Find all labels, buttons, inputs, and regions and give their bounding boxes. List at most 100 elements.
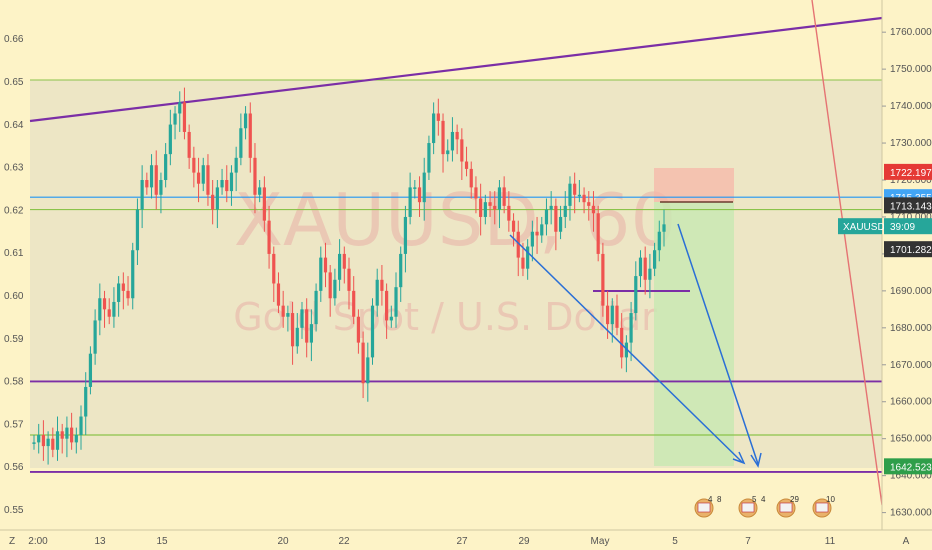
candle-body bbox=[488, 202, 492, 206]
candle-body bbox=[596, 213, 600, 254]
projection-arrow-2[interactable] bbox=[677, 223, 759, 465]
candle-body bbox=[554, 205, 558, 232]
upper-trendline[interactable] bbox=[29, 16, 883, 123]
candle-body bbox=[366, 357, 370, 384]
time-tick-label: 5 bbox=[672, 536, 678, 547]
candle-body bbox=[149, 165, 154, 188]
candle-body bbox=[394, 287, 398, 317]
event-badge-e3[interactable]: 29 bbox=[776, 495, 799, 518]
candle-body bbox=[70, 427, 74, 443]
candle-body bbox=[328, 272, 332, 299]
candle-body bbox=[258, 187, 262, 195]
watermark-description: Gold Spot / U.S. Dollar bbox=[233, 295, 657, 339]
candle-body bbox=[460, 139, 464, 162]
price-tag-value: 39:09 bbox=[890, 222, 915, 233]
candle-body bbox=[135, 209, 140, 251]
right-tick-label: 1740.000 bbox=[890, 101, 932, 112]
time-axis-panel[interactable] bbox=[0, 530, 932, 550]
candle-body bbox=[648, 268, 652, 280]
candle-body bbox=[601, 253, 605, 306]
time-tick-label: 13 bbox=[94, 536, 106, 547]
event-count: 5 bbox=[752, 495, 757, 504]
event-badge-e4[interactable]: 10 bbox=[812, 495, 835, 518]
candle-body bbox=[385, 290, 389, 321]
candle-body bbox=[629, 313, 633, 343]
price-tag-symbol: XAUUSD bbox=[843, 222, 885, 233]
corner-right-label[interactable]: A bbox=[903, 536, 910, 547]
right-tick-label: 1690.000 bbox=[890, 286, 932, 297]
price-tag[interactable]: 1701.282 bbox=[884, 241, 932, 258]
price-tag[interactable]: XAUUSD 39:09 bbox=[838, 218, 932, 235]
candle-body bbox=[563, 205, 567, 217]
candle-body bbox=[605, 305, 610, 325]
range-fill bbox=[30, 80, 882, 468]
red-diagonal-line[interactable] bbox=[811, 0, 883, 506]
candle-body bbox=[540, 224, 544, 236]
candle-body bbox=[474, 187, 478, 199]
candle-body bbox=[399, 253, 403, 288]
candle-body bbox=[502, 187, 506, 206]
trendlines bbox=[29, 0, 883, 506]
candle-body bbox=[323, 257, 328, 273]
price-tag[interactable]: 1642.523 bbox=[884, 458, 932, 475]
candle-body bbox=[267, 220, 271, 254]
arrow-head-1 bbox=[732, 451, 746, 465]
candle-body bbox=[98, 298, 102, 321]
candle-body bbox=[290, 313, 295, 347]
candle-body bbox=[300, 309, 304, 328]
candle-body bbox=[84, 386, 88, 417]
corner-left-label[interactable]: Z bbox=[9, 536, 15, 547]
candle-body bbox=[483, 202, 487, 217]
candle-body bbox=[530, 231, 534, 247]
candlestick-series bbox=[32, 87, 666, 465]
candle-body bbox=[582, 194, 586, 203]
stop-loss-zone[interactable] bbox=[654, 168, 734, 202]
candle-body bbox=[337, 253, 342, 280]
candle-body bbox=[239, 128, 243, 158]
candle-body bbox=[333, 279, 337, 299]
candle-body bbox=[455, 131, 459, 140]
take-profit-zone[interactable] bbox=[654, 202, 734, 466]
candle-body bbox=[145, 180, 149, 188]
left-tick-label: 0.61 bbox=[4, 248, 24, 259]
left-tick-label: 0.58 bbox=[4, 377, 24, 388]
us-flag-icon bbox=[697, 502, 711, 513]
right-tick-label: 1750.000 bbox=[890, 64, 932, 75]
price-tag-symbol-bg bbox=[838, 218, 882, 235]
candle-body bbox=[225, 180, 229, 192]
price-tag[interactable]: 1722.197 bbox=[884, 163, 932, 180]
candle-body bbox=[220, 180, 224, 188]
economic-events: 4 8 5 4 29 10 bbox=[694, 495, 835, 518]
time-tick-label: 20 bbox=[277, 536, 289, 547]
horizontal-levels bbox=[30, 79, 882, 473]
candle-body bbox=[140, 180, 144, 210]
candle-body bbox=[32, 442, 36, 444]
candle-body bbox=[126, 290, 130, 299]
candle-body bbox=[319, 257, 323, 291]
candle-body bbox=[286, 313, 290, 317]
time-tick-label: 7 bbox=[745, 536, 751, 547]
candle-body bbox=[178, 102, 182, 114]
candle-body bbox=[422, 172, 426, 203]
arrow-head-2 bbox=[750, 452, 762, 468]
price-tag[interactable]: 1713.143 bbox=[884, 197, 932, 214]
candle-body bbox=[464, 161, 469, 169]
candle-body bbox=[173, 113, 177, 125]
time-tick-label: 22 bbox=[338, 536, 350, 547]
candle-body bbox=[248, 113, 252, 158]
left-tick-label: 0.62 bbox=[4, 205, 24, 216]
left-tick-label: 0.63 bbox=[4, 163, 24, 174]
candle-body bbox=[112, 301, 116, 317]
candle-body bbox=[281, 305, 285, 317]
left-tick-label: 0.55 bbox=[4, 505, 24, 516]
time-tick-label: 29 bbox=[518, 536, 530, 547]
right-axis-panel[interactable] bbox=[882, 0, 932, 530]
price-tag-bg bbox=[884, 241, 932, 258]
candle-body bbox=[558, 216, 563, 232]
projection-arrow-1[interactable] bbox=[509, 234, 743, 463]
left-tick-label: 0.64 bbox=[4, 120, 24, 131]
candle-body bbox=[93, 320, 97, 354]
